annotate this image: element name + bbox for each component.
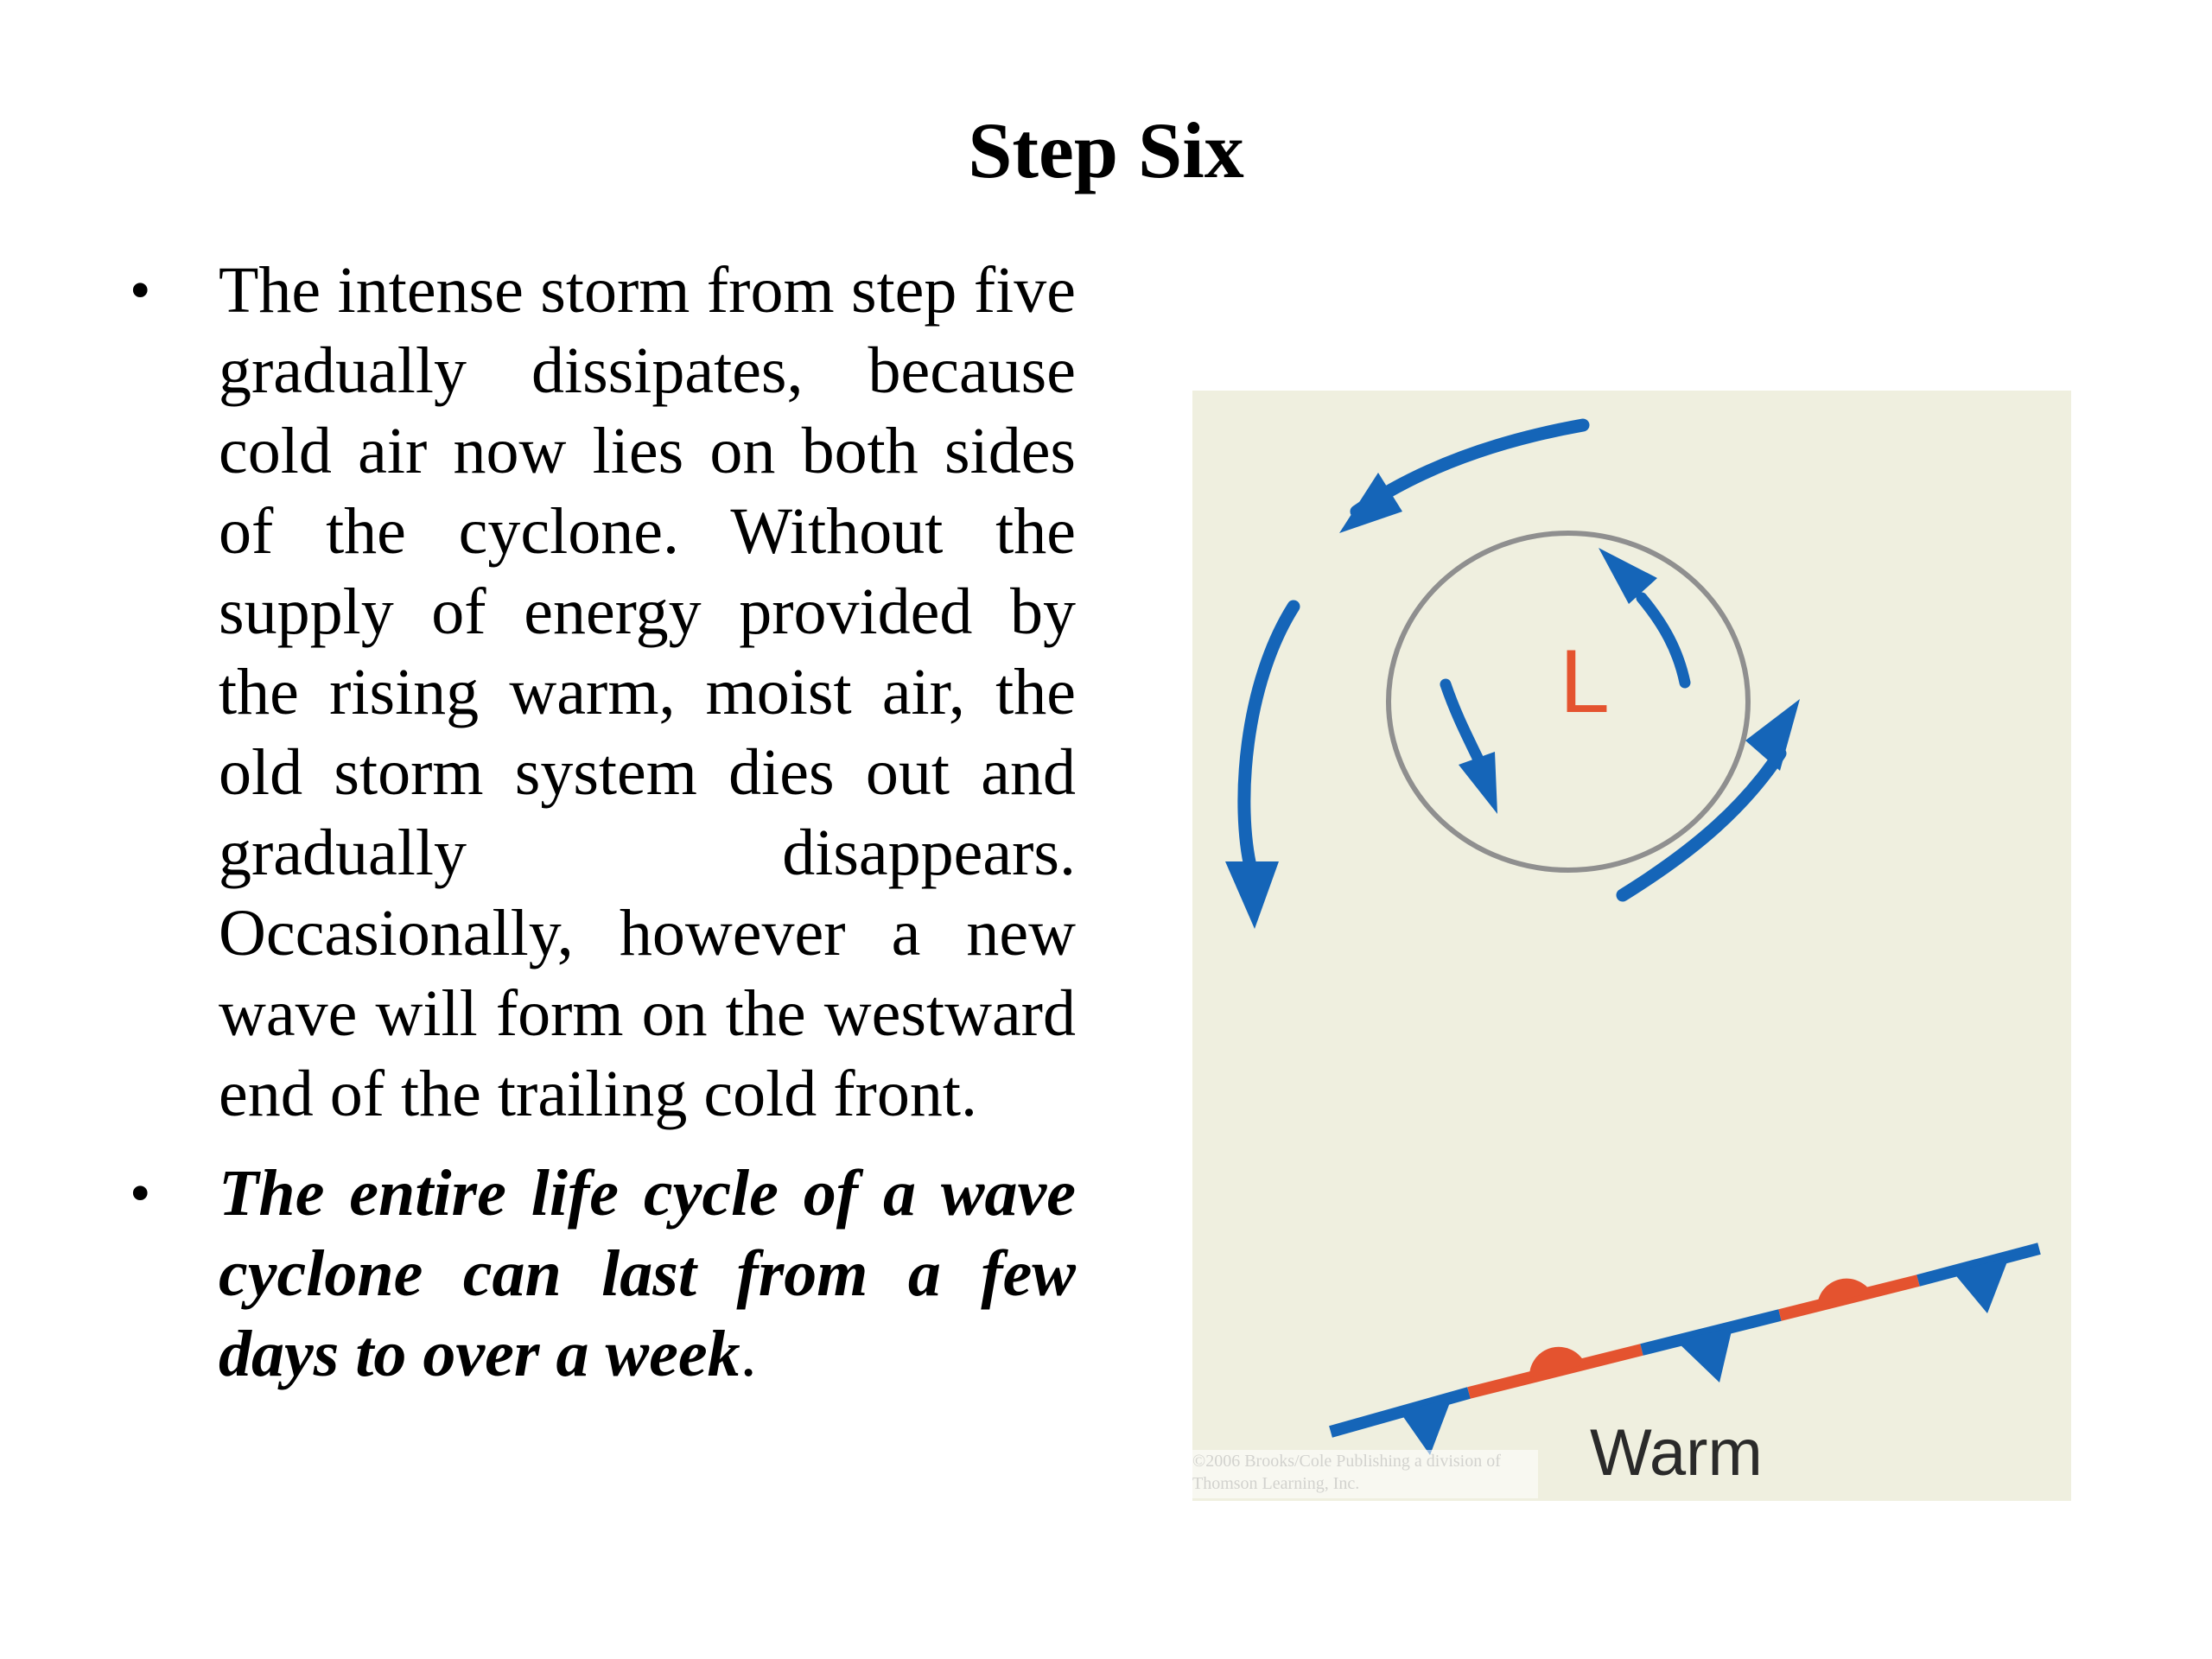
circulation-arrow-left <box>1237 600 1300 877</box>
cold-front-symbol <box>1953 1257 2009 1313</box>
warm-air-label: Warm <box>1590 1416 1763 1490</box>
outer-circulation-arrows <box>1225 418 1800 929</box>
bullet-marker: • <box>130 257 151 324</box>
bullet-text-life-cycle: The entire life cycle of a wave cyclone … <box>219 1154 1076 1395</box>
inner-arrowhead-left <box>1459 752 1497 814</box>
low-pressure-label: L <box>1560 632 1610 732</box>
warm-front-symbol <box>1817 1278 1872 1306</box>
circulation-arrow-right <box>1616 747 1787 902</box>
cold-front-symbol <box>1400 1398 1452 1455</box>
cold-front-segment <box>1916 1243 2041 1287</box>
bullet-text-dissipation: The intense storm from step five gradual… <box>219 254 1076 1130</box>
cold-front-segment <box>1329 1387 1471 1438</box>
bullet-item-dissipation: • The intense storm from step five gradu… <box>130 251 1076 1135</box>
life-cycle-period: . <box>740 1318 757 1390</box>
inner-arrow-right <box>1636 592 1691 689</box>
circulation-arrowhead-right <box>1745 699 1800 771</box>
cold-front-segment <box>1640 1309 1782 1356</box>
bullet-marker: • <box>130 1160 151 1227</box>
life-cycle-emphasis: The entire life cycle of a wave cyclone … <box>219 1157 1076 1390</box>
inner-circulation-arrows <box>1440 548 1691 814</box>
cyclone-diagram: L ©2006 Brooks/Cole Publishing a divisio… <box>1192 391 2071 1501</box>
bullet-list: • The intense storm from step five gradu… <box>130 251 1076 1395</box>
bullet-item-life-cycle: • The entire life cycle of a wave cyclon… <box>130 1154 1076 1395</box>
cyclone-diagram-drawing <box>1225 418 2041 1455</box>
slide-title: Step Six <box>968 106 1244 194</box>
copyright-watermark: ©2006 Brooks/Cole Publishing a division … <box>1192 1450 1538 1498</box>
front-line <box>1329 1243 2041 1455</box>
circulation-arrowhead-left <box>1225 861 1279 929</box>
inner-arrow-left <box>1440 678 1484 764</box>
low-pressure-circle <box>1386 531 1751 873</box>
warm-front-symbol <box>1529 1346 1586 1378</box>
inner-arrowhead-right <box>1599 548 1657 604</box>
circulation-arrowhead-top <box>1339 473 1402 533</box>
cold-front-symbol <box>1676 1327 1732 1382</box>
